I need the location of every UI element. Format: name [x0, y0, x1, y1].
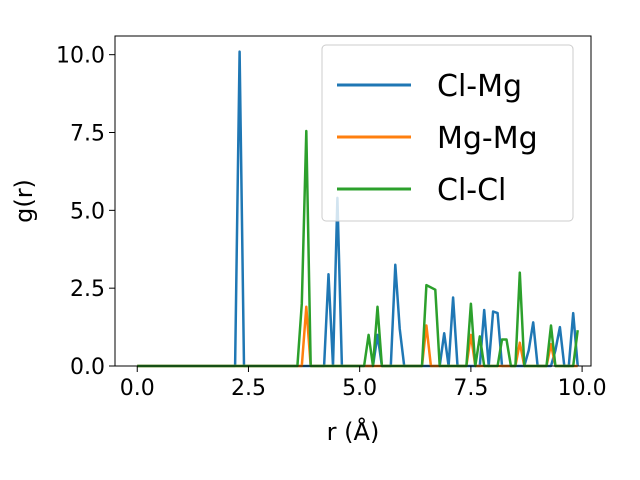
legend-label-1: Mg-Mg: [437, 121, 538, 156]
x-axis: 0.0 2.5 5.0 7.5 10.0: [120, 366, 607, 401]
plot-frame: [114, 35, 592, 367]
legend-label-0: Cl-Mg: [437, 69, 522, 104]
x-axis-label: r (Å): [327, 417, 380, 446]
legend-box: [321, 44, 574, 222]
series-line-1: [137, 305, 578, 368]
y-tick-label: 7.5: [70, 122, 105, 147]
legend: Cl-Mg Mg-Mg Cl-Cl: [321, 44, 574, 222]
x-tick-label: 10.0: [558, 376, 607, 401]
y-tick-label: 5.0: [70, 199, 105, 224]
y-tick-label: 0.0: [70, 355, 105, 380]
x-tick-label: 2.5: [231, 376, 266, 401]
x-tick-label: 7.5: [453, 376, 488, 401]
x-tick-label: 5.0: [342, 376, 377, 401]
y-axis-label: g(r): [10, 179, 38, 223]
y-tick-label: 2.5: [70, 277, 105, 302]
y-tick-label: 10.0: [56, 44, 105, 69]
y-axis: 0.0 2.5 5.0 7.5 10.0: [56, 44, 115, 380]
legend-label-2: Cl-Cl: [437, 173, 506, 208]
x-tick-label: 0.0: [120, 376, 155, 401]
